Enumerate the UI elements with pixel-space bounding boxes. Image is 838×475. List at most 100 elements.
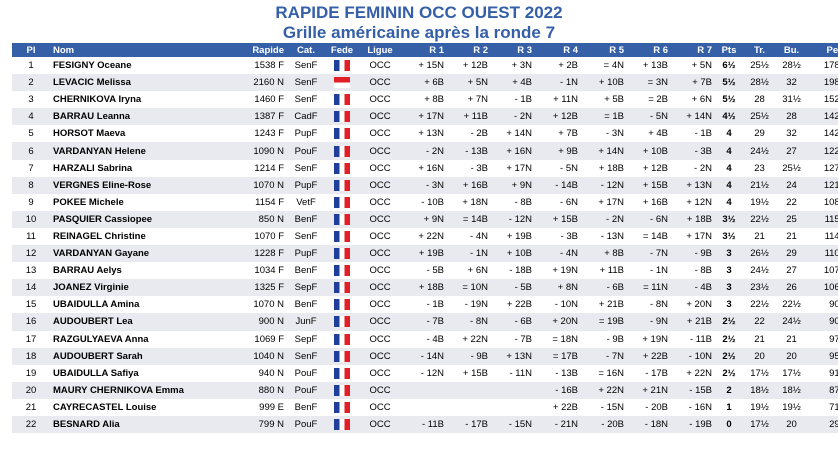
- cell-nom: LEVACIC Melissa: [50, 74, 240, 92]
- header-r1: R 1: [401, 43, 447, 57]
- cell-r7: - 8B: [694, 265, 712, 277]
- cell-r1: + 8B: [424, 94, 444, 106]
- cell-pts: 2½: [722, 367, 736, 379]
- cell-r7: + 22N: [686, 367, 712, 379]
- cell-nom: BARRAU Aelys: [53, 265, 122, 277]
- cell-r6: = 14B: [642, 230, 668, 242]
- cell-fede: [325, 228, 359, 245]
- cell-tr: 17½: [743, 415, 776, 434]
- cell-ligue: OCC: [369, 367, 391, 379]
- cell-perf: 1109: [807, 245, 838, 263]
- cell-r3: + 17N: [506, 162, 532, 174]
- cell-r4: - 6N: [560, 196, 578, 208]
- table-row: 21 CAYRECASTEL Louise 999 E BenF OCC + 22B - 1…: [12, 399, 838, 416]
- cell-r2: + 18N: [462, 196, 488, 208]
- cell-r2: - 1N: [447, 245, 491, 263]
- cell-pts: 0: [715, 415, 743, 434]
- fr-flag-icon: [334, 111, 350, 123]
- cell-r4: + 15B: [535, 210, 581, 228]
- cell-perf: 1155: [807, 210, 838, 228]
- cell-bu: 31½: [782, 94, 801, 106]
- cell-pl: 17: [25, 333, 37, 345]
- cell-r1: + 22N: [418, 230, 444, 242]
- cell-r6: - 6N: [627, 210, 671, 228]
- cell-ligue: OCC: [359, 279, 401, 297]
- cell-r7: - 10N: [671, 347, 715, 365]
- header-perf: Perf: [807, 43, 838, 57]
- cell-r6: - 8N: [650, 299, 668, 311]
- cell-bu: 26: [776, 279, 807, 297]
- cell-pts: 1: [726, 401, 732, 413]
- cell-bu: 21: [786, 333, 797, 345]
- cell-r2: = 14B: [447, 210, 491, 228]
- cell-bu: 18½: [776, 381, 807, 399]
- cell-r2: - 9B: [447, 347, 491, 365]
- cell-r7: - 9B: [671, 245, 715, 263]
- cell-r5: - 15N: [600, 401, 624, 413]
- cell-pl: 1: [28, 60, 34, 72]
- cell-cat: PouF: [294, 367, 318, 379]
- cell-r5: - 13N: [600, 230, 624, 242]
- cell-r4: + 7B: [558, 128, 578, 140]
- cell-tr: 19½: [750, 401, 769, 413]
- cell-rapide: 1538 F: [254, 60, 284, 72]
- cell-ligue: OCC: [359, 210, 401, 228]
- cell-cat: SenF: [294, 60, 318, 72]
- cell-pts: 4½: [715, 108, 743, 126]
- cell-pl: 12: [12, 245, 50, 263]
- cell-tr: 20: [743, 347, 776, 365]
- cell-bu: 28½: [782, 60, 801, 72]
- cell-ligue: OCC: [359, 108, 401, 126]
- cell-fede: [325, 57, 359, 74]
- cell-r3: + 13N: [491, 347, 535, 365]
- cell-bu: 27: [786, 265, 797, 277]
- cell-ligue: OCC: [359, 176, 401, 194]
- cell-r7: + 6N: [691, 94, 712, 106]
- cell-fede: [325, 399, 359, 416]
- cell-bu: 17½: [782, 367, 801, 379]
- cell-pl: 18: [12, 347, 50, 365]
- cell-r1: + 15N: [418, 60, 444, 72]
- cell-pl: 21: [25, 401, 37, 413]
- cell-r5: - 9B: [606, 333, 624, 345]
- table-row: 15 UBAIDULLA Amina 1070 N BenF OCC - 1B - 19N +…: [12, 296, 838, 313]
- cell-pts: 4: [715, 142, 743, 160]
- cell-nom: BESNARD Alia: [50, 415, 240, 434]
- cell-r7: - 3B: [671, 142, 715, 160]
- cell-r3: + 3N: [511, 60, 532, 72]
- cell-r2: - 3B: [470, 162, 488, 174]
- cell-r2: [447, 399, 491, 416]
- cell-fede: [325, 142, 359, 160]
- cell-r2: + 16B: [447, 176, 491, 194]
- page-title: RAPIDE FEMININ OCC OUEST 2022: [275, 3, 563, 22]
- cell-pts: 3½: [715, 210, 743, 228]
- fr-flag-icon: [334, 145, 350, 157]
- cell-pts: 3: [715, 279, 743, 297]
- cell-r3: - 11N: [509, 367, 532, 379]
- cell-pts: 4: [726, 128, 732, 140]
- cell-r1: - 1B: [426, 299, 444, 311]
- cell-fede: [325, 381, 359, 399]
- cell-r2: - 13B: [447, 142, 491, 160]
- cell-tr: 24½: [743, 142, 776, 160]
- cell-rapide: 1387 F: [240, 108, 287, 126]
- cell-r2: + 5N: [447, 74, 491, 92]
- header-r6: R 6: [627, 43, 671, 57]
- cell-r1: + 18B: [401, 279, 447, 297]
- cell-ligue: OCC: [369, 128, 391, 140]
- cell-fede: [325, 313, 359, 331]
- cell-fede: [325, 365, 359, 382]
- cell-r6: - 17B: [645, 367, 668, 379]
- cell-cat: PupF: [287, 176, 325, 194]
- cell-rapide: 1460 F: [254, 94, 284, 106]
- cell-r6: - 9N: [627, 313, 671, 331]
- cell-r6: - 20B: [645, 401, 668, 413]
- cell-pts: 3: [726, 299, 732, 311]
- fr-flag-icon: [334, 213, 350, 225]
- cell-rapide: 1228 F: [240, 245, 287, 263]
- cell-fede: [325, 296, 359, 313]
- cell-pts: 5½: [722, 94, 736, 106]
- cell-bu: 19½: [782, 401, 801, 413]
- header-rapide: Rapide: [240, 43, 287, 57]
- cell-r7: + 7B: [671, 74, 715, 92]
